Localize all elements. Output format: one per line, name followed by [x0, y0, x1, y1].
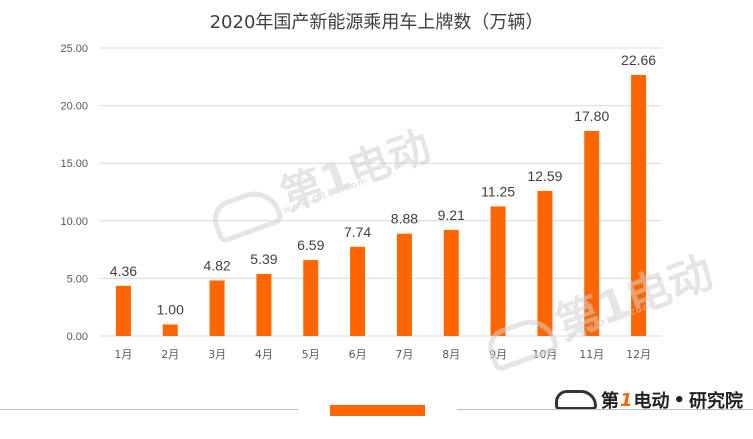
x-tick-label: 3月: [208, 348, 226, 361]
y-tick-label: 10.00: [60, 216, 88, 228]
x-tick-label: 12月: [626, 348, 651, 361]
x-tick-label: 1月: [114, 348, 132, 361]
bar: [584, 130, 600, 336]
y-tick-label: 0.00: [67, 331, 88, 343]
y-tick-label: 5.00: [67, 273, 88, 285]
brand-text-one: 1: [619, 389, 633, 411]
brand-dot: •: [673, 389, 685, 411]
bars: [115, 74, 647, 337]
brand-text-pre: 第: [600, 391, 619, 412]
y-axis-ticks: 0.00 5.00 10.00 15.00 20.00 25.00: [60, 43, 88, 343]
bar: [396, 233, 412, 336]
x-tick-label: 6月: [349, 348, 367, 361]
data-label: 12.59: [527, 168, 562, 184]
divider-line: [0, 409, 298, 410]
gridlines: [100, 47, 662, 337]
brand-logo: 第 1 电动 • 研究院: [554, 387, 743, 413]
data-label: 7.74: [344, 224, 371, 240]
data-label: 6.59: [297, 237, 324, 253]
decorative-bar: [330, 405, 425, 416]
car-icon: [554, 390, 597, 410]
divider-line: [457, 409, 753, 410]
data-label: 4.82: [203, 257, 230, 273]
y-tick-label: 20.00: [60, 101, 88, 113]
data-label: 22.66: [621, 52, 656, 68]
bar: [162, 324, 178, 336]
y-tick-label: 25.00: [60, 43, 88, 55]
bar: [303, 260, 319, 336]
chart-title: 2020年国产新能源乘用车上牌数（万辆）: [209, 12, 544, 33]
data-label: 5.39: [250, 251, 277, 267]
data-label: 9.21: [438, 207, 465, 223]
x-tick-label: 11月: [579, 348, 604, 361]
bar: [490, 206, 506, 336]
x-tick-label: 8月: [442, 348, 460, 361]
data-label: 17.80: [574, 108, 609, 124]
bar: [115, 285, 131, 336]
bar: [350, 246, 366, 336]
x-tick-label: 4月: [255, 348, 273, 361]
bar: [209, 280, 225, 336]
brand-text-post: 电动: [633, 391, 670, 412]
x-tick-label: 5月: [302, 348, 320, 361]
data-label: 1.00: [157, 301, 184, 317]
data-label: 8.88: [391, 211, 418, 227]
data-labels: 4.36 1.00 4.82 5.39 6.59 7.74 8.88 9.21 11.25 12.…: [110, 52, 657, 318]
x-axis-ticks: 1月 2月 3月 4月 5月 6月 7月 8月 9月 10月 11月 12月: [114, 348, 651, 361]
x-tick-label: 7月: [395, 348, 413, 361]
bar: [443, 229, 459, 336]
x-tick-label: 2月: [161, 348, 179, 361]
y-tick-label: 15.00: [60, 158, 88, 170]
brand-suffix: 研究院: [689, 391, 743, 412]
data-label: 11.25: [481, 183, 515, 199]
data-label: 4.36: [110, 263, 137, 279]
bar: [631, 74, 647, 337]
bar: [537, 190, 553, 336]
x-tick-label: 9月: [489, 348, 507, 361]
bar: [256, 273, 272, 336]
x-tick-label: 10月: [532, 348, 557, 361]
